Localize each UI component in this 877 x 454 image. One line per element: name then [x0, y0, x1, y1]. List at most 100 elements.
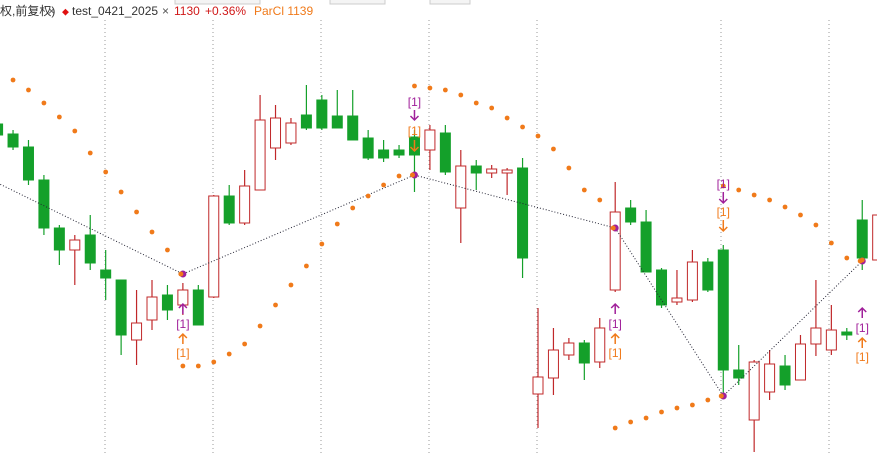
sar-dot — [659, 409, 664, 415]
candle-body — [656, 269, 668, 306]
sar-dot — [118, 189, 124, 195]
candle-body — [609, 211, 621, 291]
sar-dot — [566, 165, 572, 171]
sar-dot — [72, 128, 78, 134]
sar-dot — [165, 247, 170, 253]
candle-body — [470, 165, 482, 174]
sar-dot — [41, 100, 47, 106]
signal-label: [1] — [176, 346, 189, 360]
signal-label: [1] — [408, 95, 421, 109]
sar-dot — [427, 85, 433, 91]
change: +0.36% — [205, 4, 246, 18]
sar-dot — [458, 92, 464, 98]
price: 1130 — [174, 4, 200, 18]
signal-arrow-head — [718, 198, 728, 205]
sar-dot — [767, 197, 772, 203]
signal-label: [1] — [176, 317, 189, 331]
candle-body — [872, 214, 877, 261]
sar-dot — [859, 257, 865, 263]
sar-dot — [612, 425, 618, 431]
candle-body — [547, 349, 559, 379]
candle-body — [38, 179, 50, 229]
candle-body — [0, 123, 4, 136]
sar-dot — [103, 169, 109, 175]
signal-arrow-head — [857, 336, 867, 343]
sar-dot — [489, 105, 495, 111]
sar-dot — [180, 363, 186, 369]
sar-dot — [535, 133, 541, 139]
sar-dot — [674, 405, 680, 411]
signal-label: [1] — [717, 177, 730, 191]
candle-body — [270, 117, 282, 149]
candle-body — [841, 331, 853, 336]
close-icon[interactable]: × — [162, 4, 169, 18]
candle-body — [733, 369, 745, 379]
candle-body — [7, 133, 19, 148]
sar-dot — [350, 205, 356, 211]
sar-dot — [628, 419, 634, 425]
sar-dot — [242, 341, 248, 347]
sar-dot — [334, 221, 340, 227]
candle-body — [378, 149, 390, 159]
pivot-marker-core — [409, 172, 415, 178]
candle-body — [208, 195, 220, 298]
candle-body — [22, 146, 34, 181]
candle-body — [347, 115, 359, 141]
candle-body — [100, 269, 112, 279]
candle-body — [563, 342, 575, 356]
tab — [429, 0, 471, 5]
candle-body — [794, 343, 806, 381]
pivot-marker-core — [178, 271, 184, 277]
candle-body — [501, 169, 513, 174]
candle-body — [300, 114, 312, 129]
candle-body — [671, 297, 683, 303]
sar-dot — [273, 302, 278, 308]
candle-body — [764, 363, 776, 393]
candle-body — [115, 279, 127, 336]
sar-dot — [56, 114, 62, 120]
candle-body — [223, 195, 235, 224]
candle-body — [254, 119, 266, 191]
sar-dot — [226, 351, 232, 357]
candle-body — [455, 165, 467, 209]
sar-dot — [134, 209, 139, 215]
sar-dot — [149, 229, 155, 235]
sar-dot — [690, 402, 695, 408]
candle-body — [486, 168, 498, 174]
sar-dot — [473, 100, 479, 106]
candle-body — [779, 365, 791, 386]
signal-label: [1] — [856, 350, 869, 364]
sar-dot — [304, 263, 309, 269]
sar-dot — [782, 204, 788, 210]
signal-label: [1] — [609, 346, 622, 360]
tab — [174, 0, 261, 5]
candle-body — [84, 234, 96, 264]
candle-body — [192, 289, 204, 326]
candle-body — [161, 294, 173, 311]
signal-arrow-head — [610, 302, 620, 309]
candle-body — [640, 221, 652, 273]
candle-body — [69, 239, 81, 251]
candle-body — [424, 129, 436, 151]
sar-dot — [798, 212, 803, 218]
candle-body — [578, 342, 590, 364]
sar-dot — [288, 282, 294, 288]
candle-body — [856, 219, 868, 259]
candle-body — [625, 207, 637, 223]
candle-body — [239, 185, 251, 224]
indicator-label: ParCl 1139 — [254, 4, 313, 18]
sar-dot — [720, 183, 726, 189]
symbol: test_0421_2025 — [72, 4, 158, 18]
signal-arrow-head — [178, 332, 188, 339]
candle-body — [439, 132, 451, 173]
sar-dot — [412, 83, 417, 89]
candle-body — [53, 227, 65, 251]
tab — [329, 0, 386, 5]
candle-body — [517, 167, 529, 259]
sar-dot — [319, 241, 325, 247]
signal-label: [1] — [609, 317, 622, 331]
signal-arrow-head — [857, 306, 867, 313]
close-icon[interactable]: × — [48, 4, 55, 18]
